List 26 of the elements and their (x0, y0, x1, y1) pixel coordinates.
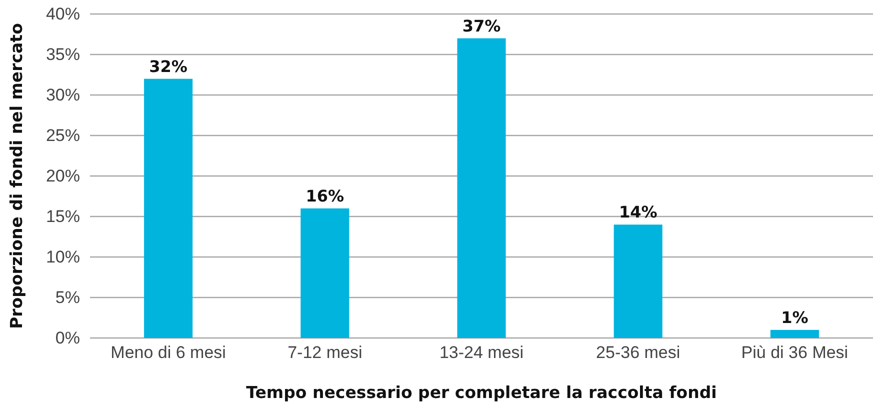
bar (614, 224, 662, 338)
y-tick-label: 35% (46, 44, 80, 64)
y-tick-label: 0% (55, 328, 80, 348)
bar (770, 330, 819, 338)
bar (457, 38, 506, 338)
x-tick-label: Più di 36 Mesi (741, 343, 848, 362)
x-axis-title: Tempo necessario per completare la raccolta fondi (246, 383, 717, 402)
x-tick-label: Meno di 6 mesi (110, 343, 226, 362)
data-label: 32% (149, 56, 188, 76)
data-label: 14% (618, 202, 658, 222)
data-label: 37% (462, 16, 501, 36)
x-tick-label: 13-24 mesi (439, 343, 524, 362)
data-label: 1% (781, 308, 808, 327)
y-tick-label: 40% (46, 4, 80, 24)
data-label: 16% (306, 186, 344, 206)
y-tick-label: 15% (46, 206, 80, 226)
y-tick-label: 10% (46, 247, 80, 266)
bar (144, 78, 193, 338)
y-axis-title: Proporzione di fondi nel mercato (7, 23, 26, 329)
y-tick-label: 20% (46, 166, 80, 186)
y-tick-label: 30% (46, 85, 80, 104)
y-tick-label: 5% (55, 288, 80, 307)
y-tick-label: 25% (46, 126, 80, 145)
bar (300, 208, 350, 338)
x-tick-label: 25-36 mesi (596, 343, 680, 362)
x-tick-label: 7-12 mesi (288, 343, 362, 362)
